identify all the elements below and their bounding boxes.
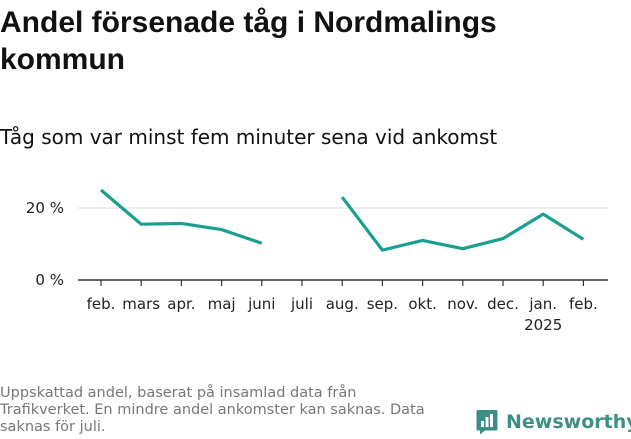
x-tick-label: jan.	[528, 295, 557, 313]
x-tick-label: feb.	[569, 295, 598, 313]
y-tick-label: 0 %	[35, 271, 64, 289]
brand-name: Newsworthy	[506, 411, 631, 433]
x-tick-label: maj	[208, 295, 236, 313]
chart-title: Andel försenade tåg i Nordmalings kommun	[0, 6, 497, 76]
series-line-segment	[99, 188, 263, 245]
x-tick-label: juli	[290, 295, 313, 313]
chart-subtitle: Tåg som var minst fem minuter sena vid a…	[0, 125, 498, 149]
bar-chart-logo-icon	[476, 410, 498, 435]
x-year-label: 2025	[524, 316, 562, 334]
x-tick-label: sep.	[367, 295, 398, 313]
newsworthy-logo[interactable]: Newsworthy	[476, 409, 631, 435]
x-tick-label: okt.	[408, 295, 437, 313]
series-line-segment	[340, 196, 585, 252]
x-tick-label: dec.	[487, 295, 519, 313]
line-chart: 0 % 20 % feb. mars apr. maj juni juli aug. sep. ok…	[26, 188, 608, 334]
x-tick-label: nov.	[447, 295, 478, 313]
footnote: Uppskattad andel, baserat på insamlad da…	[0, 385, 425, 435]
x-tick-label: juni	[247, 295, 275, 313]
y-tick-label: 20 %	[26, 199, 64, 217]
x-tick-label: feb.	[87, 295, 116, 313]
x-tick-label: mars	[122, 295, 160, 313]
x-tick-label: aug.	[326, 295, 359, 313]
x-tick-label: apr.	[167, 295, 195, 313]
